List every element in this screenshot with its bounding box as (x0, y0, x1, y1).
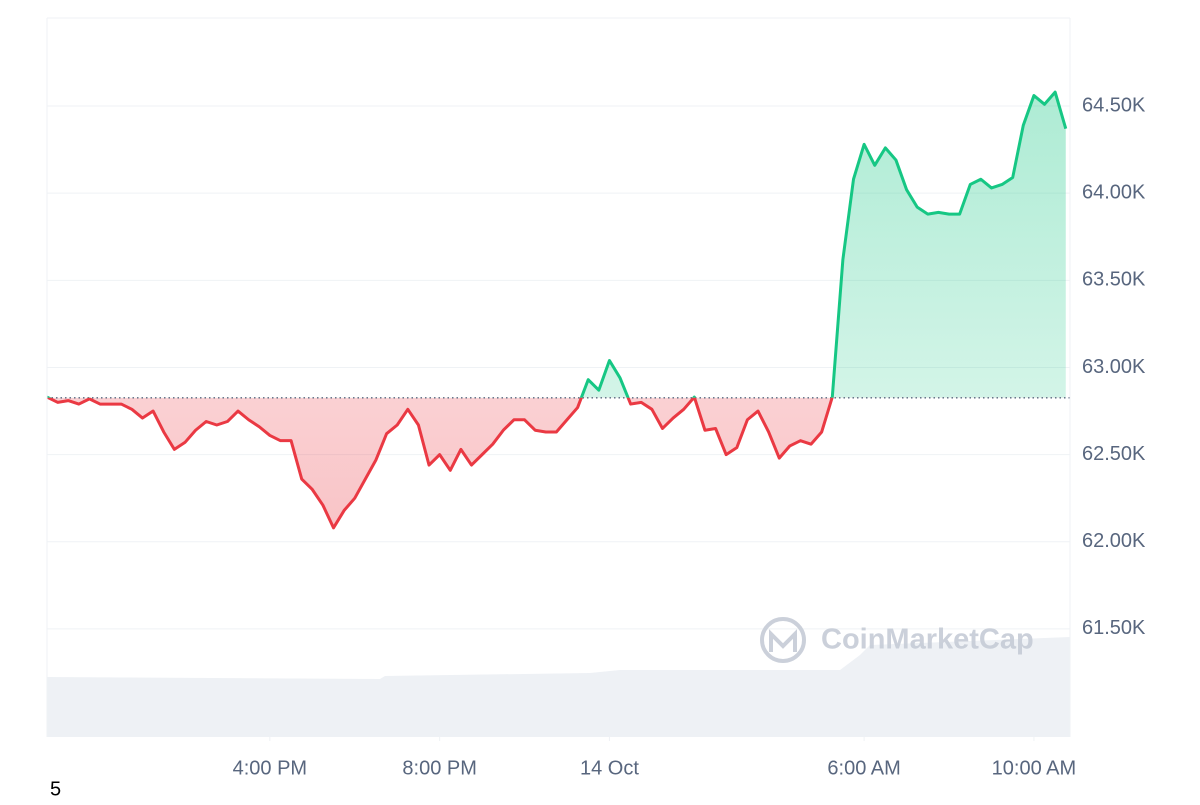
x-tick-label: 6:00 AM (827, 757, 900, 779)
area-up (47, 92, 1066, 398)
plot (47, 90, 1070, 530)
y-tick-label: 62.50K (1082, 443, 1146, 465)
footnote: 5 (50, 778, 61, 800)
y-tick-label: 61.50K (1082, 617, 1146, 639)
y-tick-label: 63.00K (1082, 356, 1146, 378)
watermark-text: CoinMarketCap (821, 624, 1034, 656)
grid (47, 105, 1070, 630)
y-tick-label: 64.00K (1082, 181, 1146, 203)
x-tick-label: 4:00 PM (233, 757, 307, 779)
volume-area (47, 637, 1070, 737)
y-tick-label: 64.50K (1082, 94, 1146, 116)
area-down (48, 397, 833, 528)
x-tick-label: 8:00 PM (402, 757, 476, 779)
price-line-up (47, 90, 1068, 398)
y-tick-label: 63.50K (1082, 269, 1146, 291)
x-tick-label: 14 Oct (580, 757, 639, 779)
price-line-down (47, 397, 834, 530)
watermark: CoinMarketCap (760, 617, 1034, 663)
y-tick-label: 62.00K (1082, 530, 1146, 552)
x-tick-label: 10:00 AM (992, 757, 1077, 779)
